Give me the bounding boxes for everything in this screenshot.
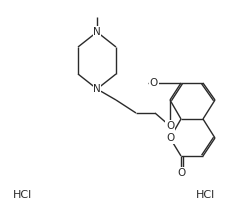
Text: HCl: HCl: [195, 190, 215, 200]
Text: N: N: [93, 84, 101, 94]
Text: O: O: [166, 121, 174, 131]
Text: HCl: HCl: [12, 190, 32, 200]
Text: N: N: [93, 27, 101, 37]
Text: O: O: [150, 78, 158, 88]
Text: O: O: [166, 133, 174, 143]
Text: O: O: [177, 168, 185, 178]
